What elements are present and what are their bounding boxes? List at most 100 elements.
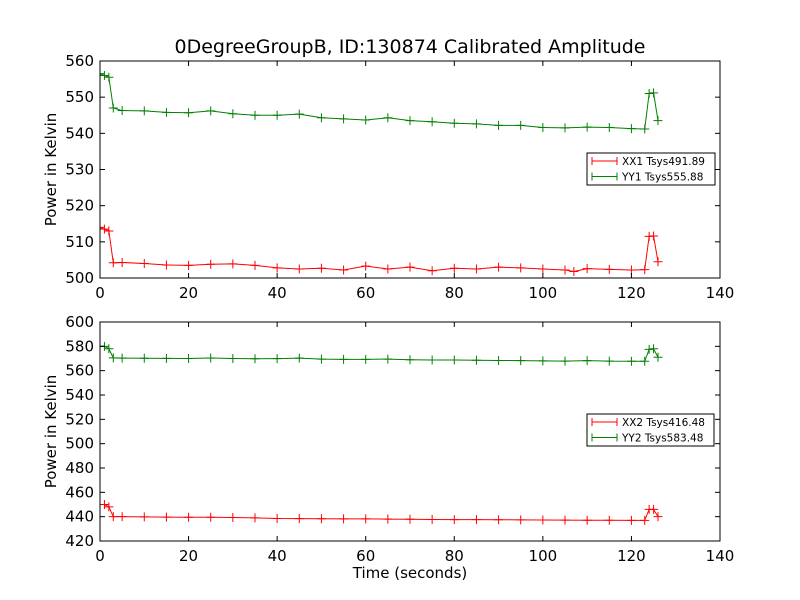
data-point	[494, 120, 504, 130]
data-point	[538, 515, 548, 525]
data-point	[206, 106, 216, 116]
x-tick-label: 40	[268, 284, 287, 302]
data-point	[316, 263, 326, 273]
x-tick-label: 120	[617, 284, 646, 302]
data-point	[427, 514, 437, 524]
data-point	[184, 354, 194, 363]
y-axis-label: Power in Kelvin	[42, 375, 60, 489]
y-tick-label: 480	[65, 459, 94, 477]
y-tick-label: 530	[65, 161, 94, 179]
x-tick-label: 100	[529, 284, 558, 302]
data-point	[100, 500, 109, 509]
x-tick-label: 140	[706, 284, 735, 302]
data-point	[644, 89, 654, 99]
data-point	[649, 88, 659, 98]
legend: XX1 Tsys491.89 YY1 Tsys555.88	[586, 152, 716, 186]
data-point	[104, 226, 114, 236]
data-point	[649, 344, 659, 354]
data-point	[339, 354, 349, 364]
data-point	[100, 224, 109, 234]
legend-swatch-marker	[591, 157, 618, 165]
data-point	[228, 109, 238, 119]
y-tick-label: 460	[65, 483, 94, 501]
data-point	[560, 356, 570, 366]
data-point	[250, 354, 260, 364]
data-point	[161, 260, 171, 270]
data-point	[560, 515, 570, 525]
x-tick-label: 60	[356, 284, 375, 302]
data-point	[294, 353, 304, 363]
data-point	[494, 262, 504, 272]
data-point	[161, 107, 171, 117]
data-point	[649, 504, 659, 514]
data-point	[161, 512, 171, 522]
data-point	[405, 514, 415, 524]
data-point	[582, 515, 592, 525]
data-point	[640, 124, 650, 134]
data-point	[139, 353, 149, 363]
x-tick-label: 20	[179, 547, 198, 565]
y-tick-label: 500	[65, 435, 94, 453]
data-point	[272, 513, 282, 523]
data-point	[272, 110, 282, 120]
legend: XX2 Tsys416.48 YY2 Tsys583.48	[586, 413, 715, 447]
x-tick-label: 20	[179, 284, 198, 302]
legend-swatch-marker	[591, 172, 618, 181]
data-point	[361, 514, 371, 524]
data-point	[228, 259, 238, 269]
data-point	[294, 109, 304, 119]
x-tick-label: 140	[706, 547, 735, 565]
data-point	[383, 264, 393, 274]
data-point	[626, 515, 636, 525]
data-point	[294, 264, 304, 274]
data-point	[538, 356, 548, 366]
data-point	[449, 355, 459, 365]
data-point	[139, 259, 149, 269]
data-point	[228, 513, 238, 523]
series-group	[100, 341, 663, 525]
data-point	[117, 353, 127, 363]
x-tick-label: 80	[445, 284, 464, 302]
series-group	[100, 69, 663, 276]
data-point	[108, 512, 118, 522]
chart-panel-2: 0 20 40 60 80 100 120 140 420 440 460 480 500 520 540 5…	[42, 313, 734, 565]
data-point	[206, 353, 216, 363]
data-point	[250, 513, 260, 523]
data-point	[117, 512, 127, 522]
x-tick-label: 0	[95, 284, 105, 302]
data-point	[560, 123, 570, 133]
data-point	[471, 515, 481, 525]
data-point	[361, 115, 371, 125]
data-point	[582, 122, 592, 132]
data-point	[604, 356, 614, 366]
y-tick-label: 520	[65, 410, 94, 428]
figure-title: 0DegreeGroupB, ID:130874 Calibrated Ampl…	[175, 36, 646, 58]
legend-entry-2: YY1 Tsys555.88	[621, 172, 703, 184]
y-tick-label: 540	[65, 124, 94, 142]
data-point	[104, 72, 114, 82]
data-point	[516, 356, 526, 366]
y-tick-label: 500	[65, 269, 94, 287]
data-point	[108, 353, 118, 363]
data-point	[139, 512, 149, 522]
data-point	[640, 356, 650, 366]
data-point	[361, 261, 371, 271]
data-point	[108, 258, 118, 268]
y-tick-label: 600	[65, 313, 94, 331]
data-point	[582, 264, 592, 274]
data-point	[250, 260, 260, 270]
data-point	[339, 114, 349, 124]
legend-entry-1: XX1 Tsys491.89	[622, 156, 705, 168]
y-axis-label: Power in Kelvin	[42, 113, 60, 227]
data-point	[184, 260, 194, 270]
data-point	[405, 355, 415, 365]
data-point	[383, 514, 393, 524]
y-tick-label: 510	[65, 233, 94, 251]
data-point	[139, 106, 149, 116]
y-tick-label: 540	[65, 386, 94, 404]
data-point	[104, 502, 114, 512]
y-tick-label: 580	[65, 337, 94, 355]
data-point	[405, 116, 415, 126]
legend-entry-1: XX2 Tsys416.48	[622, 417, 705, 429]
plot-frame	[99, 321, 721, 542]
